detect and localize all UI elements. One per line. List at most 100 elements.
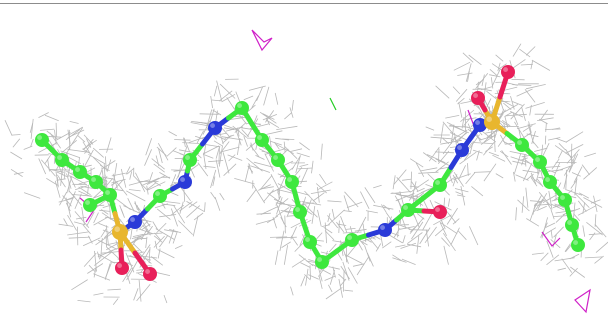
atom-c [558, 193, 572, 207]
atom-c [565, 218, 579, 232]
mesh-segment [203, 145, 220, 154]
atom-c [35, 133, 49, 147]
mesh-segment [105, 225, 109, 245]
mesh-segment [448, 198, 450, 207]
mesh-segment [442, 121, 455, 136]
mesh-segment [189, 167, 195, 178]
atom-n [455, 143, 469, 157]
mesh-segment [442, 138, 450, 145]
mesh-segment [536, 178, 544, 188]
mesh-segment [327, 200, 342, 203]
mesh-segment [222, 152, 230, 174]
mesh-segment [69, 121, 79, 124]
mesh-segment [23, 192, 41, 199]
mesh-segment [460, 109, 475, 123]
mesh-segment [531, 252, 544, 255]
mesh-segment [519, 157, 528, 161]
atom-highlight [130, 217, 135, 222]
mesh-segment [281, 241, 291, 248]
mesh-segment [456, 131, 468, 144]
mesh-segment [54, 129, 57, 145]
mesh-segment [513, 153, 522, 175]
mesh-segment [61, 139, 77, 154]
mesh-segment [439, 222, 447, 236]
mesh-segment [170, 204, 184, 216]
mesh-segment [317, 181, 333, 191]
mesh-segment [471, 186, 484, 197]
mesh-segment [529, 175, 543, 187]
mesh-segment [519, 48, 531, 58]
mesh-segment [480, 129, 497, 143]
mesh-segment [86, 211, 95, 227]
atom-s [112, 224, 128, 240]
mesh-segment [210, 95, 213, 109]
mesh-segment [221, 123, 240, 132]
atom-highlight [105, 190, 111, 195]
mesh-segment [277, 189, 281, 200]
mesh-segment [435, 161, 449, 173]
mesh-segment [343, 195, 350, 212]
atom-highlight [185, 155, 190, 160]
mesh-segment [270, 174, 279, 189]
mesh-segment [352, 263, 365, 267]
mesh-segment [455, 191, 464, 196]
mesh-segment [168, 131, 177, 137]
mesh-segment [197, 162, 209, 177]
mesh-segment [93, 273, 111, 281]
atom-c [303, 235, 317, 249]
mesh-segment [513, 171, 516, 182]
mesh-segment [139, 244, 151, 260]
atom-highlight [457, 145, 462, 150]
mesh-segment [452, 218, 460, 225]
mesh-segment [282, 138, 295, 140]
mesh-segment [455, 132, 468, 143]
mesh-segment [174, 245, 183, 249]
mesh-segment [71, 194, 93, 197]
mesh-segment [263, 189, 275, 202]
mesh-segment [10, 151, 23, 160]
mesh-segment [340, 216, 348, 233]
mesh-segment [488, 151, 500, 157]
mesh-segment [319, 173, 327, 185]
mesh-segment [475, 73, 489, 90]
stray-density-fragment [467, 109, 475, 127]
mesh-segment [394, 195, 403, 209]
mesh-segment [105, 156, 107, 171]
mesh-segment [473, 171, 491, 173]
mesh-segment [483, 163, 497, 182]
mesh-segment [120, 168, 127, 188]
mesh-segment [100, 209, 109, 215]
mesh-segment [277, 176, 286, 194]
mesh-segment [106, 159, 112, 172]
mesh-segment [127, 198, 135, 212]
mesh-segment [564, 243, 571, 252]
mesh-segment [146, 182, 157, 191]
mesh-segment [558, 143, 566, 151]
mesh-segment [448, 172, 453, 184]
mesh-segment [280, 198, 289, 206]
mesh-segment [416, 187, 425, 193]
atom-c [315, 255, 329, 269]
atom-highlight [37, 135, 42, 140]
mesh-segment [256, 86, 263, 102]
mesh-segment [401, 258, 416, 265]
mesh-segment [510, 111, 524, 118]
mesh-segment [251, 95, 259, 108]
mesh-segment [214, 196, 221, 211]
mesh-segment [468, 54, 482, 66]
mesh-segment [82, 139, 97, 150]
atom-highlight [145, 269, 150, 274]
mesh-segment [328, 209, 345, 225]
mesh-segment [44, 114, 59, 122]
mesh-segment [467, 70, 470, 82]
mesh-segment [467, 163, 469, 176]
mesh-segment [411, 181, 419, 192]
mesh-segment [526, 218, 540, 227]
mesh-segment [291, 258, 306, 268]
mesh-segment [171, 169, 186, 171]
mesh-segment [260, 175, 273, 190]
atom-o [501, 65, 515, 79]
atom-highlight [545, 177, 550, 182]
mesh-segment [146, 185, 149, 195]
mesh-segment [396, 193, 416, 200]
